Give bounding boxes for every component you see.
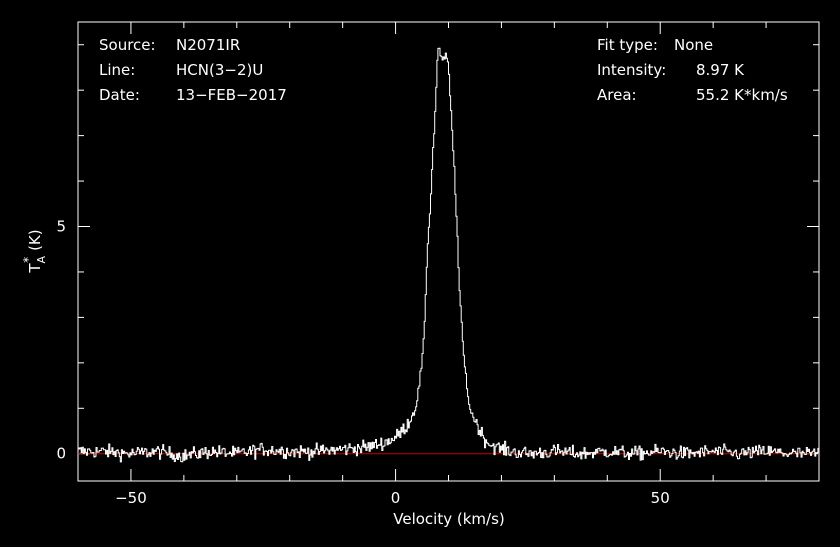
x-tick-label: 0: [391, 489, 401, 507]
axis-ticks: −50 0 50 0 5: [56, 22, 820, 507]
source-label: Source:: [99, 36, 156, 54]
x-tick-label: −50: [115, 489, 147, 507]
fit-type-label: Fit type:: [597, 36, 658, 54]
fit-type-value: None: [674, 36, 713, 54]
x-tick-label: 50: [651, 489, 670, 507]
area-value: 55.2 K*km/s: [696, 86, 788, 104]
svg-text:TA*(K): TA* (K): [21, 229, 48, 273]
line-value: HCN(3−2)U: [176, 61, 263, 79]
intensity-value: 8.97 K: [696, 61, 745, 79]
area-label: Area:: [597, 86, 637, 104]
y-tick-label: 5: [56, 218, 66, 236]
y-axis-label-unit: (K): [26, 229, 44, 251]
date-value: 13−FEB−2017: [176, 86, 287, 104]
date-label: Date:: [99, 86, 140, 104]
y-tick-label: 0: [56, 445, 66, 463]
intensity-label: Intensity:: [597, 61, 666, 79]
y-axis-label-sup: *: [21, 257, 35, 263]
source-value: N2071IR: [176, 36, 240, 54]
spectrum-line: [78, 47, 819, 463]
line-label: Line:: [99, 61, 135, 79]
y-axis-label: TA* (K): [21, 229, 48, 273]
series-layer: [78, 47, 819, 463]
y-axis-label-main: T: [26, 263, 44, 274]
y-axis-label-sub: A: [35, 255, 48, 263]
x-axis-label: Velocity (km/s): [393, 510, 504, 528]
